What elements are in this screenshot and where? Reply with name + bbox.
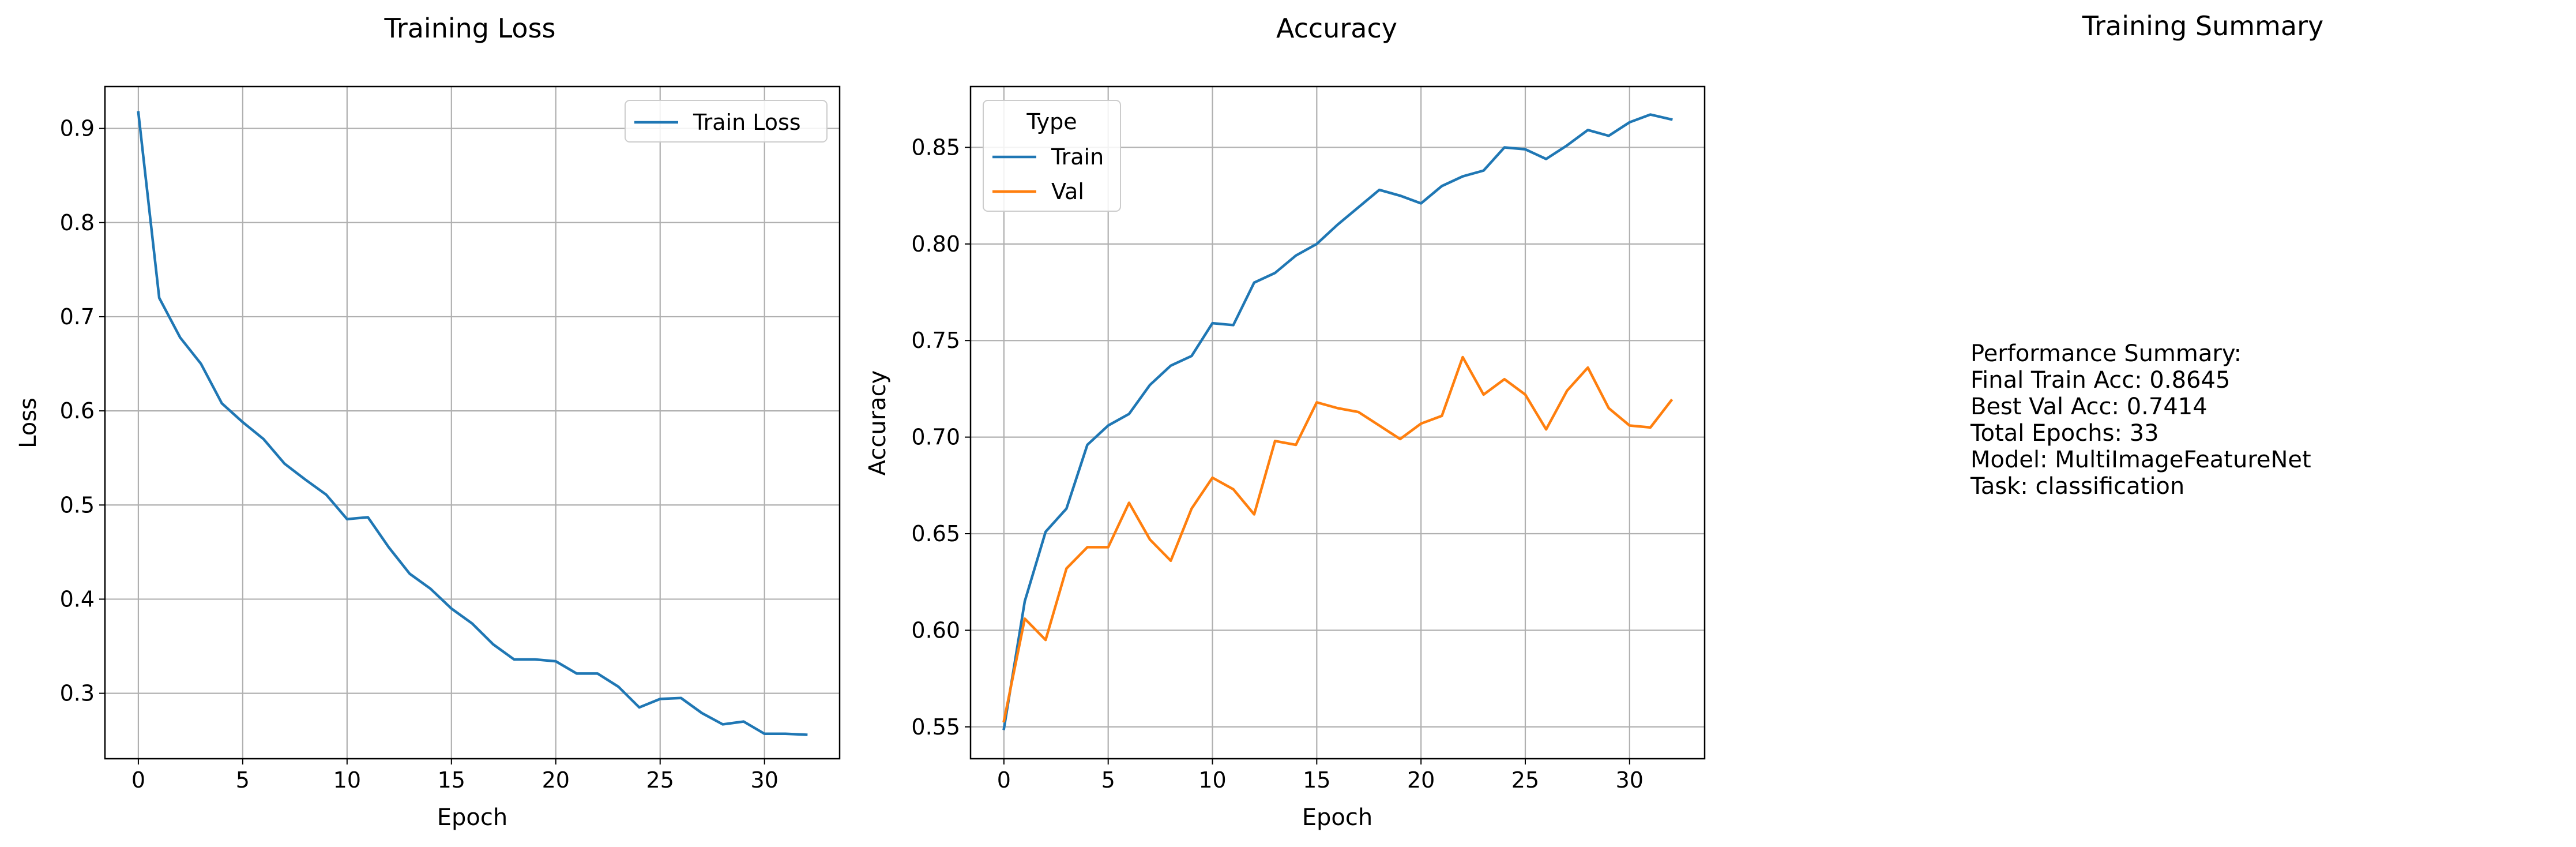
summary-line: Best Val Acc: 0.7414 bbox=[1970, 393, 2208, 420]
loss-chart-x-tick-label: 30 bbox=[751, 767, 779, 793]
loss-chart-series-train-loss-line bbox=[137, 111, 808, 736]
accuracy-chart-x-tick-label: 30 bbox=[1616, 767, 1644, 793]
loss-chart-y-label: Loss bbox=[15, 398, 42, 448]
accuracy-chart-legend-title: Type bbox=[1026, 109, 1077, 134]
loss-chart-x-label: Epoch bbox=[437, 804, 507, 831]
loss-chart-y-tick-label: 0.9 bbox=[60, 116, 95, 141]
accuracy-chart-x-tick-label: 0 bbox=[997, 767, 1011, 793]
accuracy-chart-frame bbox=[969, 85, 1706, 760]
loss-chart-legend: Train Loss bbox=[625, 100, 828, 143]
loss-chart-frame bbox=[104, 85, 841, 760]
loss-chart-grid bbox=[105, 87, 840, 759]
accuracy-chart-y-tick-label: 0.85 bbox=[911, 134, 960, 160]
loss-chart-y-tick-label: 0.4 bbox=[60, 586, 95, 612]
accuracy-chart-x-tick-label: 25 bbox=[1511, 767, 1539, 793]
accuracy-chart-y-tick-label: 0.70 bbox=[911, 425, 960, 450]
accuracy-chart-legend-entry: Val bbox=[1051, 179, 1084, 204]
accuracy-chart-y-tick-label: 0.75 bbox=[911, 328, 960, 353]
loss-chart-title: Training Loss bbox=[383, 13, 555, 44]
accuracy-chart-x-tick-label: 15 bbox=[1303, 767, 1330, 793]
loss-chart-y-ticks: 0.3 0.4 0.5 0.6 0.7 0.8 0.9 bbox=[60, 116, 105, 706]
accuracy-chart-series bbox=[1002, 113, 1674, 730]
loss-chart-series bbox=[137, 111, 808, 736]
accuracy-chart-y-tick-label: 0.60 bbox=[911, 617, 960, 643]
summary-title: Training Summary bbox=[2082, 10, 2324, 42]
accuracy-chart-x-label: Epoch bbox=[1302, 804, 1372, 831]
loss-chart-y-tick-label: 0.8 bbox=[60, 210, 95, 235]
accuracy-chart-x-tick-label: 10 bbox=[1198, 767, 1226, 793]
accuracy-chart-y-ticks: 0.55 0.60 0.65 0.70 0.75 0.80 0.85 bbox=[911, 134, 971, 740]
accuracy-chart-series-train-line bbox=[1002, 113, 1673, 730]
loss-chart-x-tick-label: 15 bbox=[438, 767, 465, 793]
accuracy-chart-series-val-line bbox=[1002, 355, 1674, 723]
summary-line: Performance Summary: bbox=[1970, 340, 2242, 367]
loss-chart-x-ticks: 0 5 10 15 20 25 30 bbox=[131, 759, 779, 793]
loss-chart-y-tick-label: 0.6 bbox=[60, 398, 95, 424]
accuracy-chart-legend-box bbox=[983, 100, 1121, 212]
summary-line: Task: classification bbox=[1970, 473, 2185, 500]
loss-chart-x-tick-label: 10 bbox=[333, 767, 361, 793]
accuracy-chart-title: Accuracy bbox=[1276, 13, 1397, 44]
loss-chart-x-tick-label: 25 bbox=[646, 767, 674, 793]
accuracy-chart-y-tick-label: 0.80 bbox=[911, 231, 960, 257]
accuracy-chart-x-tick-label: 5 bbox=[1101, 767, 1115, 793]
summary-line: Total Epochs: 33 bbox=[1970, 420, 2159, 447]
accuracy-chart-y-label: Accuracy bbox=[864, 370, 891, 476]
accuracy-chart-y-tick-label: 0.55 bbox=[911, 714, 960, 740]
loss-chart: Training Loss 0 5 10 15 20 25 30 0.30.40.50.60… bbox=[15, 13, 841, 831]
accuracy-chart: Accuracy 0 5 10 15 20 25 30 0.550.600.650.700.… bbox=[864, 13, 1706, 831]
accuracy-chart-y-tick-label: 0.65 bbox=[911, 521, 960, 546]
loss-chart-legend-box bbox=[625, 100, 828, 143]
loss-chart-x-tick-label: 5 bbox=[236, 767, 250, 793]
loss-chart-y-tick-label: 0.3 bbox=[60, 681, 95, 706]
performance-summary: Performance Summary: Final Train Acc: 0.8… bbox=[1970, 340, 2311, 500]
loss-chart-x-tick-label: 20 bbox=[542, 767, 570, 793]
accuracy-chart-x-ticks: 0 5 10 15 20 25 30 bbox=[997, 759, 1644, 793]
accuracy-chart-legend: Type Train Val bbox=[983, 100, 1121, 212]
loss-chart-x-tick-label: 0 bbox=[131, 767, 145, 793]
loss-chart-y-tick-label: 0.5 bbox=[60, 492, 95, 518]
accuracy-chart-legend-entry: Train bbox=[1051, 144, 1104, 170]
loss-chart-legend-entry: Train Loss bbox=[693, 110, 801, 135]
loss-chart-y-tick-label: 0.7 bbox=[60, 304, 95, 329]
summary-line: Final Train Acc: 0.8645 bbox=[1970, 367, 2231, 393]
summary-line: Model: MultiImageFeatureNet bbox=[1970, 447, 2311, 473]
accuracy-chart-x-tick-label: 20 bbox=[1407, 767, 1435, 793]
